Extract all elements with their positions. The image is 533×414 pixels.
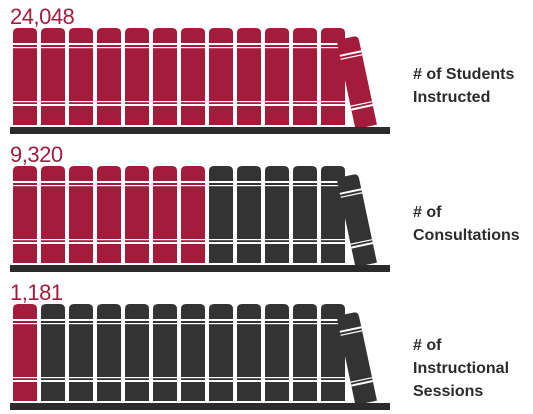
shelf-plank [10,403,390,410]
value-label-sessions: 1,181 [10,280,63,305]
metric-label-consultations: # of Consultations [413,204,520,244]
book-5 [125,304,149,401]
book-7 [181,166,205,263]
bookshelf-consultations [10,166,390,272]
bookshelf-sessions [10,304,390,410]
book-13-leaning [337,174,377,268]
book-5 [125,28,149,125]
book-4 [97,166,121,263]
book-6 [153,166,177,263]
book-12 [321,28,345,125]
book-13-body [337,36,377,130]
book-11 [293,28,317,125]
shelf-row-sessions: 1,181 # of Instructional Sessions [0,276,533,412]
shelf-plank [10,265,390,272]
book-3 [69,28,93,125]
book-13-body [337,312,377,406]
book-13-leaning [337,36,377,130]
book-7 [181,28,205,125]
book-10 [265,28,289,125]
metric-label-students: # of Students Instructed [413,66,515,106]
book-3 [69,304,93,401]
book-6 [153,28,177,125]
book-2 [41,304,65,401]
book-4 [97,28,121,125]
book-12 [321,304,345,401]
book-8 [209,28,233,125]
shelf-plank [10,127,390,134]
bookshelf-students [10,28,390,134]
book-1 [13,304,37,401]
book-8 [209,166,233,263]
book-12 [321,166,345,263]
book-5 [125,166,149,263]
book-2 [41,166,65,263]
book-8 [209,304,233,401]
metric-label-sessions: # of Instructional Sessions [413,337,510,400]
book-1 [13,166,37,263]
book-6 [153,304,177,401]
book-1 [13,28,37,125]
value-label-consultations: 9,320 [10,142,63,167]
book-7 [181,304,205,401]
book-11 [293,166,317,263]
book-13-body [337,174,377,268]
book-11 [293,304,317,401]
book-2 [41,28,65,125]
book-9 [237,28,261,125]
book-4 [97,304,121,401]
book-13-leaning [337,312,377,406]
book-9 [237,304,261,401]
book-10 [265,166,289,263]
book-9 [237,166,261,263]
book-10 [265,304,289,401]
value-label-students: 24,048 [10,4,75,29]
book-3 [69,166,93,263]
shelf-row-consultations: 9,320 # of Consultations [0,138,533,278]
shelf-row-students: 24,048 # of Students Instructed [0,0,533,140]
